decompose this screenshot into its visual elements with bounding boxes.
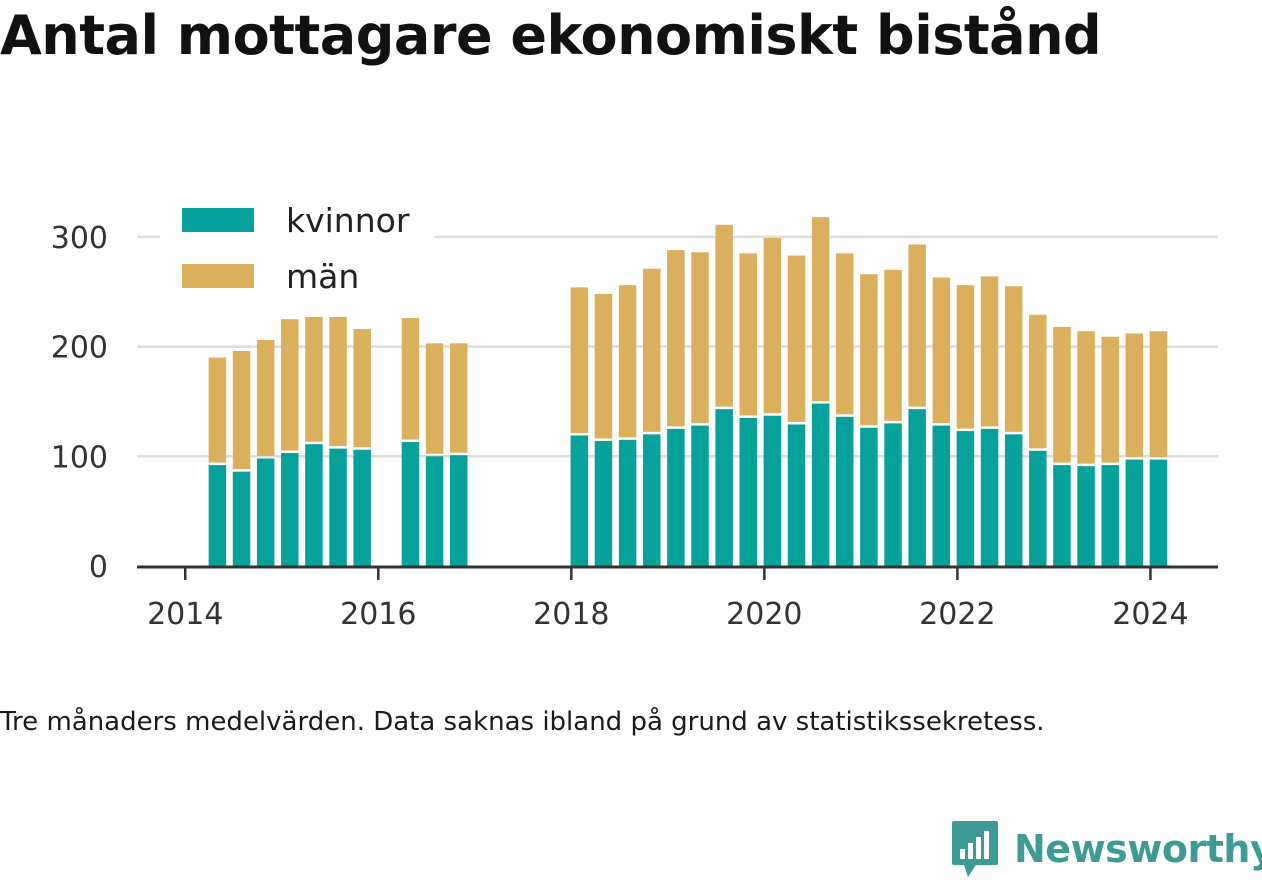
legend-swatch xyxy=(182,208,254,232)
bar-kvinnor xyxy=(256,458,275,566)
bar-kvinnor xyxy=(208,465,227,566)
bar-kvinnor xyxy=(329,448,347,566)
bar-kvinnor xyxy=(715,409,733,566)
y-tick-label: 0 xyxy=(89,550,108,585)
bar-man xyxy=(787,255,806,422)
brand-logo[interactable]: Newsworthy xyxy=(950,818,1262,880)
y-tick-label: 100 xyxy=(51,440,108,475)
bar-kvinnor xyxy=(281,453,299,566)
bar-kvinnor xyxy=(884,423,902,566)
y-axis: 0 100 200 300 xyxy=(51,221,108,585)
bar-man xyxy=(715,224,733,407)
bar-man xyxy=(570,287,589,433)
x-tick-label: 2020 xyxy=(726,597,802,632)
bar-man xyxy=(811,217,830,402)
bar-man xyxy=(401,318,420,440)
bar-man xyxy=(1029,314,1047,449)
bar-man xyxy=(642,268,661,432)
bar-kvinnor xyxy=(305,444,323,566)
bar-man xyxy=(932,277,951,424)
bar-kvinnor xyxy=(908,409,926,566)
x-tick-label: 2014 xyxy=(147,597,223,632)
bar-kvinnor xyxy=(232,471,251,566)
bar-man xyxy=(1077,331,1095,464)
bar-man xyxy=(836,253,854,415)
x-axis: 2014 2016 2018 2020 2022 2024 xyxy=(137,565,1218,632)
bar-man xyxy=(208,357,227,463)
bar-man xyxy=(1053,326,1071,463)
bar-man xyxy=(1149,331,1168,458)
bar-man xyxy=(1125,333,1144,458)
bar-man xyxy=(956,285,975,429)
x-tick-label: 2016 xyxy=(340,597,416,632)
bar-kvinnor xyxy=(1125,459,1144,566)
bar-kvinnor xyxy=(932,425,951,566)
bar-kvinnor xyxy=(401,442,420,566)
bar-man xyxy=(980,276,999,427)
bar-man xyxy=(425,343,444,454)
bar-man xyxy=(305,316,323,442)
legend-swatch xyxy=(182,264,254,288)
bar-kvinnor xyxy=(1149,459,1168,566)
chart-title: Antal mottagare ekonomiskt bistånd xyxy=(0,4,1102,67)
bar-kvinnor xyxy=(667,428,685,566)
footnote: Tre månaders medelvärden. Data saknas ib… xyxy=(0,707,1045,737)
bar-kvinnor xyxy=(449,455,468,566)
bar-man xyxy=(691,252,709,424)
bar-kvinnor xyxy=(425,456,444,566)
bar-kvinnor xyxy=(642,434,661,566)
bar-man xyxy=(256,340,275,456)
bar-kvinnor xyxy=(691,425,709,566)
bar-kvinnor xyxy=(860,427,878,566)
bar-kvinnor xyxy=(1101,465,1119,566)
bar-man xyxy=(449,343,468,453)
bar-man xyxy=(618,285,637,438)
bar-kvinnor xyxy=(956,431,975,566)
bar-man xyxy=(763,237,782,414)
bar-kvinnor xyxy=(980,428,999,566)
bar-man xyxy=(232,350,251,470)
legend-label: män xyxy=(286,257,359,296)
bar-man xyxy=(667,250,685,427)
x-tick-label: 2018 xyxy=(533,597,609,632)
bar-man xyxy=(739,253,757,416)
brand-name: Newsworthy xyxy=(1014,827,1262,871)
bar-man xyxy=(353,329,371,448)
bar-kvinnor xyxy=(570,435,589,566)
stacked-bar-chart: 2014 2016 2018 2020 2022 2024 0 100 200 300 kvin… xyxy=(51,200,1218,632)
legend: kvinnor män xyxy=(160,200,435,310)
bar-man xyxy=(281,319,299,451)
bar-kvinnor xyxy=(353,449,371,566)
bar-kvinnor xyxy=(1077,466,1095,566)
bar-man xyxy=(329,316,347,447)
bar-kvinnor xyxy=(787,424,806,566)
bar-kvinnor xyxy=(1029,450,1047,566)
x-tick-label: 2022 xyxy=(919,597,995,632)
bar-kvinnor xyxy=(836,416,854,566)
bar-man xyxy=(1004,286,1023,432)
bar-man xyxy=(860,274,878,426)
bar-kvinnor xyxy=(594,440,613,566)
bar-man xyxy=(594,293,613,439)
bars xyxy=(208,217,1168,566)
bar-man xyxy=(908,244,926,407)
bar-kvinnor xyxy=(618,439,637,566)
bar-man xyxy=(1101,336,1119,463)
bar-kvinnor xyxy=(811,403,830,566)
bar-kvinnor xyxy=(1053,465,1071,566)
bar-kvinnor xyxy=(739,417,757,566)
legend-label: kvinnor xyxy=(286,201,410,240)
bar-man xyxy=(884,269,902,421)
newsworthy-logo-icon xyxy=(952,821,998,877)
y-tick-label: 300 xyxy=(51,221,108,256)
bar-kvinnor xyxy=(1004,434,1023,566)
bar-kvinnor xyxy=(763,415,782,566)
y-tick-label: 200 xyxy=(51,331,108,366)
x-tick-label: 2024 xyxy=(1112,597,1188,632)
